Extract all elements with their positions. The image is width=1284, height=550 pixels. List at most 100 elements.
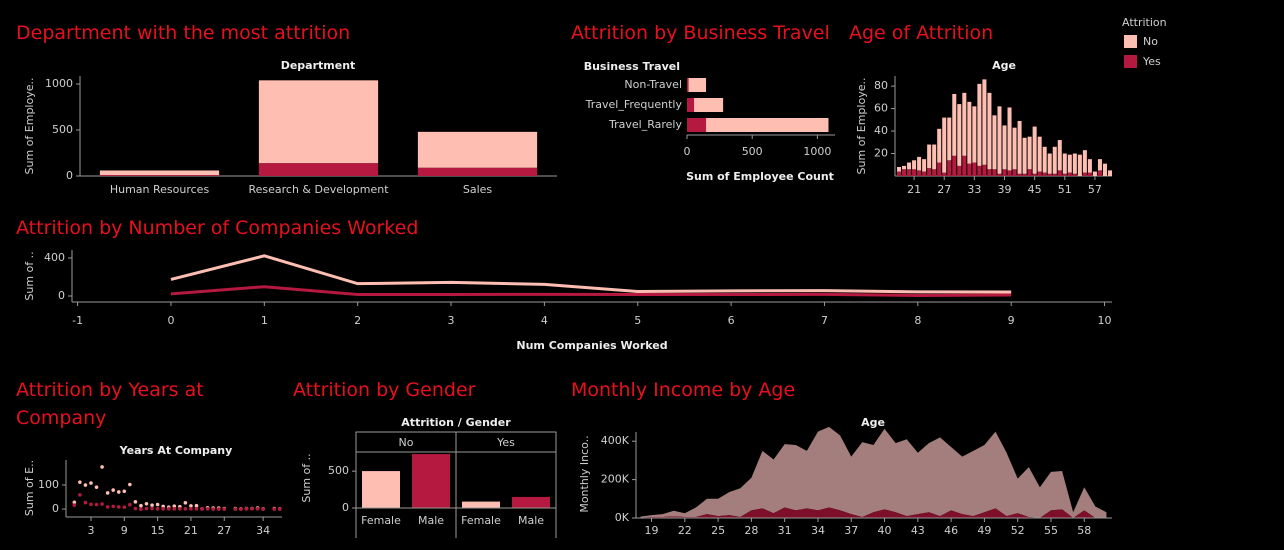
point — [239, 507, 243, 511]
bar — [907, 162, 912, 170]
legend-swatch — [1124, 35, 1137, 48]
bar — [977, 165, 982, 176]
y-tick-label: 200K — [601, 473, 630, 486]
x-tick-label: 33 — [967, 183, 981, 196]
axis-title: Sum of Employee Count — [686, 170, 834, 183]
chart-title: Attrition by Business Travel — [571, 22, 830, 44]
line — [170, 285, 1012, 297]
x-tick-label: 15 — [151, 524, 165, 537]
bar — [687, 78, 689, 92]
point — [116, 490, 121, 494]
y-tick-label: 0 — [66, 169, 73, 182]
bar — [1027, 136, 1032, 170]
x-tick-label: 43 — [911, 524, 925, 537]
bar — [1097, 170, 1102, 176]
point — [72, 503, 77, 508]
y-tick-label: 0 — [342, 501, 349, 514]
bar — [947, 160, 952, 176]
point — [189, 504, 193, 508]
x-tick-label: 39 — [998, 183, 1012, 196]
bar — [937, 162, 942, 176]
x-tick-label: 31 — [778, 524, 792, 537]
bar — [1087, 172, 1092, 176]
x-tick-label: 40 — [878, 524, 892, 537]
point — [100, 465, 104, 469]
chart-title: Attrition by Years at Company — [16, 379, 204, 429]
point — [277, 507, 282, 511]
point — [105, 491, 110, 495]
bar — [1057, 140, 1062, 171]
bar — [972, 162, 977, 176]
point — [83, 500, 88, 505]
point — [172, 507, 177, 511]
x-tick-label: 22 — [678, 524, 692, 537]
x-tick-label: 10 — [1098, 314, 1112, 327]
bar — [362, 471, 400, 508]
x-tick-label: 52 — [1011, 524, 1025, 537]
x-tick-label: 9 — [1008, 314, 1015, 327]
point — [78, 480, 82, 484]
point — [94, 502, 99, 507]
category-label: Female — [361, 514, 401, 527]
point — [166, 507, 171, 511]
point — [233, 507, 238, 511]
bar — [1107, 170, 1112, 176]
chart-title: Attrition by Number of Companies Worked — [16, 217, 419, 239]
point — [144, 501, 149, 506]
point — [255, 507, 260, 511]
x-tick-label: 46 — [944, 524, 958, 537]
point — [261, 507, 265, 511]
y-tick-label: 80 — [874, 79, 888, 92]
bar — [912, 160, 917, 170]
y-tick-label: 400K — [601, 434, 630, 447]
axis-title: Department — [281, 59, 356, 72]
chart-title: Department with the most attrition — [16, 22, 351, 44]
point — [94, 485, 99, 489]
point — [150, 506, 154, 511]
category-label: Female — [461, 514, 501, 527]
chart-title: Age of Attrition — [849, 22, 994, 44]
legend-title: Attrition — [1122, 16, 1167, 29]
bar — [99, 170, 220, 176]
bar — [967, 163, 972, 176]
bar — [1002, 169, 1007, 176]
y-tick-label: 0 — [52, 502, 59, 515]
x-tick-label: 3 — [448, 314, 455, 327]
y-tick-label: 100 — [38, 478, 59, 491]
x-tick-label: 2 — [354, 314, 361, 327]
bar — [1037, 171, 1042, 176]
legend-label: Yes — [1142, 55, 1161, 68]
x-tick-label: -1 — [72, 314, 83, 327]
x-tick-label: 28 — [744, 524, 758, 537]
x-tick-label: 51 — [1058, 183, 1072, 196]
bar — [1062, 173, 1067, 176]
chart-title: Monthly Income by Age — [571, 379, 796, 401]
bar — [912, 169, 917, 176]
bar — [1027, 169, 1032, 176]
bar — [902, 165, 907, 170]
bar — [942, 172, 947, 176]
bar — [1052, 173, 1057, 176]
bar — [992, 115, 997, 170]
point — [183, 501, 188, 505]
category-label: Male — [418, 514, 444, 527]
axis-title: Sum of Employe.. — [855, 78, 868, 175]
bar — [907, 169, 912, 176]
axis-title: Business Travel — [584, 60, 680, 73]
x-tick-label: 45 — [1028, 183, 1042, 196]
axis-title: Sum of E.. — [23, 460, 36, 516]
bar — [1037, 136, 1042, 172]
bar — [917, 156, 922, 171]
point — [133, 500, 138, 504]
x-tick-label: 25 — [711, 524, 725, 537]
bar — [952, 155, 957, 176]
x-tick-label: 0 — [167, 314, 174, 327]
x-tick-label: 37 — [844, 524, 858, 537]
bar — [417, 131, 538, 168]
point — [189, 507, 193, 511]
bar — [1042, 172, 1047, 176]
x-tick-label: 5 — [634, 314, 641, 327]
bar — [1012, 169, 1017, 176]
point — [83, 483, 88, 487]
